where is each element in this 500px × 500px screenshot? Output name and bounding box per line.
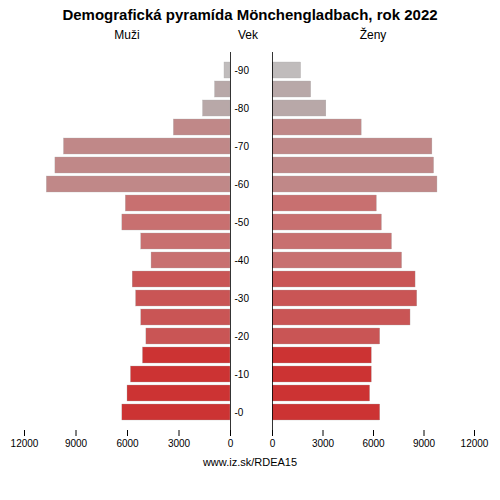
html-text:Ženy: Ženy [359,28,387,42]
svg-text:-60: -60 [235,179,250,190]
svg-text:3000: 3000 [168,438,191,449]
html-text:Muži: Muži [114,28,140,42]
svg-text:-0: -0 [235,407,244,418]
svg-text:-20: -20 [235,331,250,342]
svg-text:9000: 9000 [65,438,88,449]
svg-text:-80: -80 [235,103,250,114]
svg-text:12000: 12000 [11,438,39,449]
svg-text:-90: -90 [235,65,250,76]
svg-text:0: 0 [228,438,234,449]
svg-text:-40: -40 [235,255,250,266]
html-text:Demografická pyramída Möncheng: Demografická pyramída Mönchengladbach, r… [62,6,438,23]
svg-text:-50: -50 [235,217,250,228]
html-text:Vek: Vek [238,28,258,42]
svg-text:-70: -70 [235,141,250,152]
svg-text:-10: -10 [235,369,250,380]
svg-text:3000: 3000 [312,438,335,449]
svg-text:0: 0 [270,438,276,449]
svg-text:-30: -30 [235,293,250,304]
svg-text:9000: 9000 [413,438,436,449]
html-text:www.iz.sk/RDEA15: www.iz.sk/RDEA15 [202,456,298,468]
svg-text:6000: 6000 [116,438,139,449]
svg-text:12000: 12000 [461,438,489,449]
svg-text:6000: 6000 [362,438,385,449]
